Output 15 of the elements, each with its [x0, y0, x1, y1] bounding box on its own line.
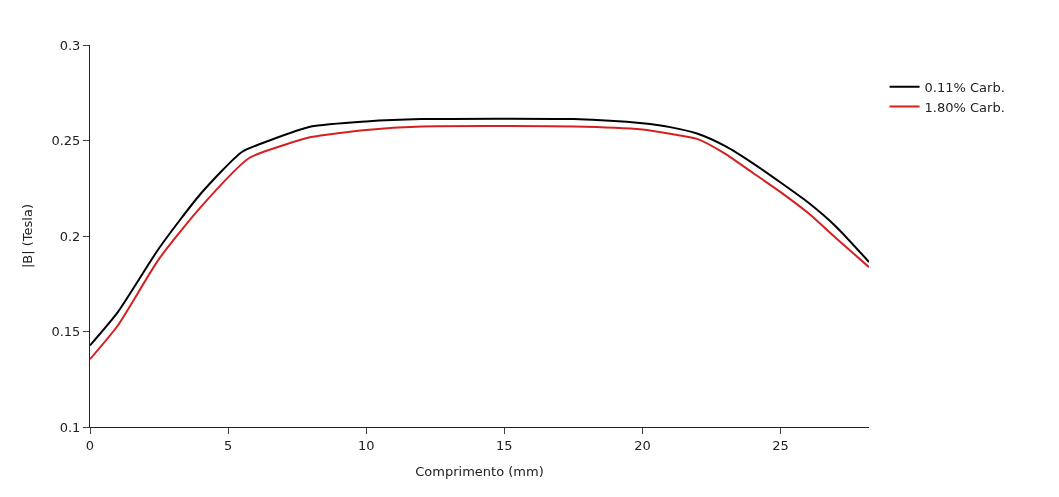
y-axis-title: |B| (Tesla) — [20, 203, 36, 269]
x-tick-label: 25 — [772, 437, 789, 453]
y-tick-label: 0.2 — [59, 228, 81, 244]
y-tick-label: 0.25 — [51, 133, 81, 149]
legend-label: 0.11% Carb. — [924, 79, 1005, 95]
x-tick-label: 20 — [634, 437, 651, 453]
legend-label: 1.80% Carb. — [924, 99, 1005, 115]
y-tick-label: 0.3 — [59, 37, 81, 53]
x-tick-label: 0 — [85, 437, 95, 453]
x-tick-label: 15 — [496, 437, 513, 453]
y-tick-label: 0.15 — [51, 324, 81, 340]
x-axis-title: Comprimento (mm) — [415, 464, 544, 480]
x-tick-label: 10 — [357, 437, 375, 453]
x-tick-label: 5 — [223, 437, 233, 453]
y-tick-label: 0.1 — [59, 419, 81, 435]
